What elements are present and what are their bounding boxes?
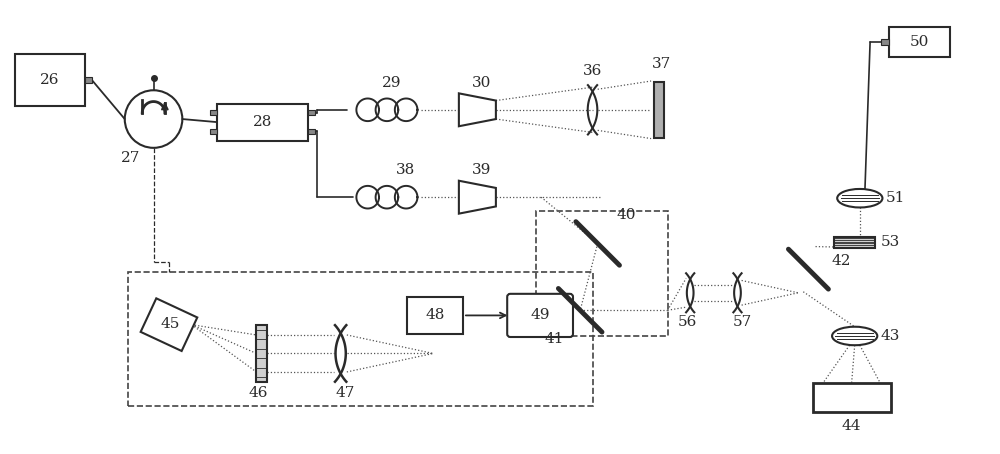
Bar bbox=[308, 129, 315, 134]
Bar bbox=[141, 298, 197, 351]
Text: 50: 50 bbox=[910, 35, 929, 49]
Text: 41: 41 bbox=[545, 332, 564, 346]
Bar bbox=[210, 110, 217, 115]
Bar bbox=[15, 54, 85, 106]
Bar bbox=[881, 39, 889, 44]
Text: 37: 37 bbox=[652, 57, 671, 70]
Bar bbox=[813, 383, 891, 412]
Text: 43: 43 bbox=[881, 329, 900, 343]
Bar bbox=[536, 211, 668, 336]
FancyBboxPatch shape bbox=[507, 294, 573, 337]
Text: 48: 48 bbox=[426, 308, 445, 322]
Text: 44: 44 bbox=[842, 419, 861, 434]
Text: 39: 39 bbox=[472, 163, 491, 178]
Text: 30: 30 bbox=[472, 76, 491, 90]
Text: 45: 45 bbox=[160, 316, 180, 331]
Bar bbox=[834, 237, 875, 247]
Text: 56: 56 bbox=[677, 315, 697, 329]
Bar bbox=[85, 78, 92, 83]
Text: 38: 38 bbox=[396, 163, 415, 178]
Text: 53: 53 bbox=[881, 236, 900, 249]
Text: 46: 46 bbox=[249, 385, 268, 400]
Text: 42: 42 bbox=[832, 254, 851, 268]
Bar bbox=[210, 129, 217, 134]
Bar bbox=[654, 82, 664, 138]
Bar bbox=[128, 272, 593, 406]
Text: 36: 36 bbox=[583, 64, 602, 78]
Bar bbox=[308, 110, 315, 115]
Ellipse shape bbox=[832, 327, 877, 345]
Bar bbox=[217, 104, 308, 141]
Text: 28: 28 bbox=[253, 115, 272, 129]
Bar bbox=[889, 26, 950, 57]
Text: 51: 51 bbox=[886, 191, 905, 205]
Text: 29: 29 bbox=[382, 76, 402, 90]
Bar bbox=[407, 297, 463, 334]
Text: 47: 47 bbox=[335, 385, 354, 400]
Bar bbox=[256, 325, 267, 382]
Text: 40: 40 bbox=[617, 207, 636, 222]
Ellipse shape bbox=[837, 189, 882, 207]
Text: 27: 27 bbox=[121, 151, 141, 165]
Text: 49: 49 bbox=[530, 308, 550, 322]
Text: 57: 57 bbox=[733, 315, 752, 329]
Text: 26: 26 bbox=[40, 73, 59, 87]
